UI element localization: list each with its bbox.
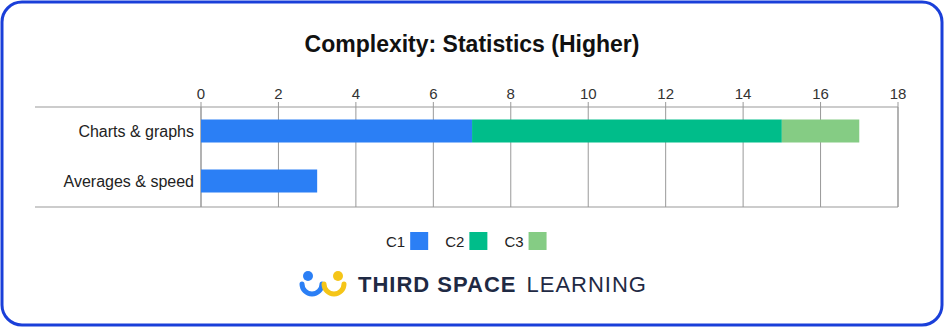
- legend-swatch: [529, 232, 547, 250]
- tick-mark: [201, 102, 202, 107]
- chart-title: Complexity: Statistics (Higher): [305, 31, 640, 57]
- logo-dot: [333, 271, 343, 281]
- bar-segment: [782, 120, 859, 143]
- logo-text: THIRD SPACE: [358, 272, 517, 297]
- tick-mark: [820, 102, 821, 107]
- tick-mark: [588, 102, 589, 107]
- tick-label: 10: [580, 85, 597, 102]
- logo-text: LEARNING: [527, 272, 647, 297]
- tick-label: 8: [507, 85, 515, 102]
- logo-arc: [302, 284, 322, 294]
- tick-label: 14: [735, 85, 752, 102]
- logo-dot: [303, 271, 313, 281]
- axis-line-end: [898, 107, 899, 207]
- tick-label: 16: [812, 85, 829, 102]
- legend-label: C3: [504, 233, 523, 250]
- tick-label: 2: [274, 85, 282, 102]
- bar-segment: [317, 170, 318, 193]
- tick-mark: [355, 102, 356, 107]
- bars: [201, 120, 859, 193]
- bar-segment: [317, 170, 318, 193]
- tick-label: 0: [197, 85, 205, 102]
- category-label: Averages & speed: [64, 173, 194, 190]
- tick-label: 18: [890, 85, 907, 102]
- axis-line-bottom: [35, 207, 898, 208]
- legend-swatch: [469, 232, 487, 250]
- logo-arc: [324, 284, 344, 294]
- tick-label: 12: [657, 85, 674, 102]
- tick-mark: [898, 102, 899, 107]
- tick-mark: [510, 102, 511, 107]
- axis-line-top: [35, 107, 898, 108]
- card-border: [2, 2, 942, 325]
- grid-line: [898, 107, 899, 207]
- legend-swatch: [410, 232, 428, 250]
- tick-mark: [433, 102, 434, 107]
- category-label: Charts & graphs: [78, 123, 194, 140]
- tick-label: 4: [352, 85, 360, 102]
- tick-label: 6: [429, 85, 437, 102]
- tick-mark: [665, 102, 666, 107]
- chart-root: Complexity: Statistics (Higher) 0 2 4 6 8 10 12…: [0, 0, 944, 327]
- bar-segment: [472, 120, 782, 143]
- legend-label: C2: [445, 233, 464, 250]
- tick-mark: [278, 102, 279, 107]
- logo-icon: [302, 271, 344, 294]
- legend-label: C1: [386, 233, 405, 250]
- bar-segment: [201, 170, 317, 193]
- bar-segment: [201, 120, 472, 143]
- tick-mark: [743, 102, 744, 107]
